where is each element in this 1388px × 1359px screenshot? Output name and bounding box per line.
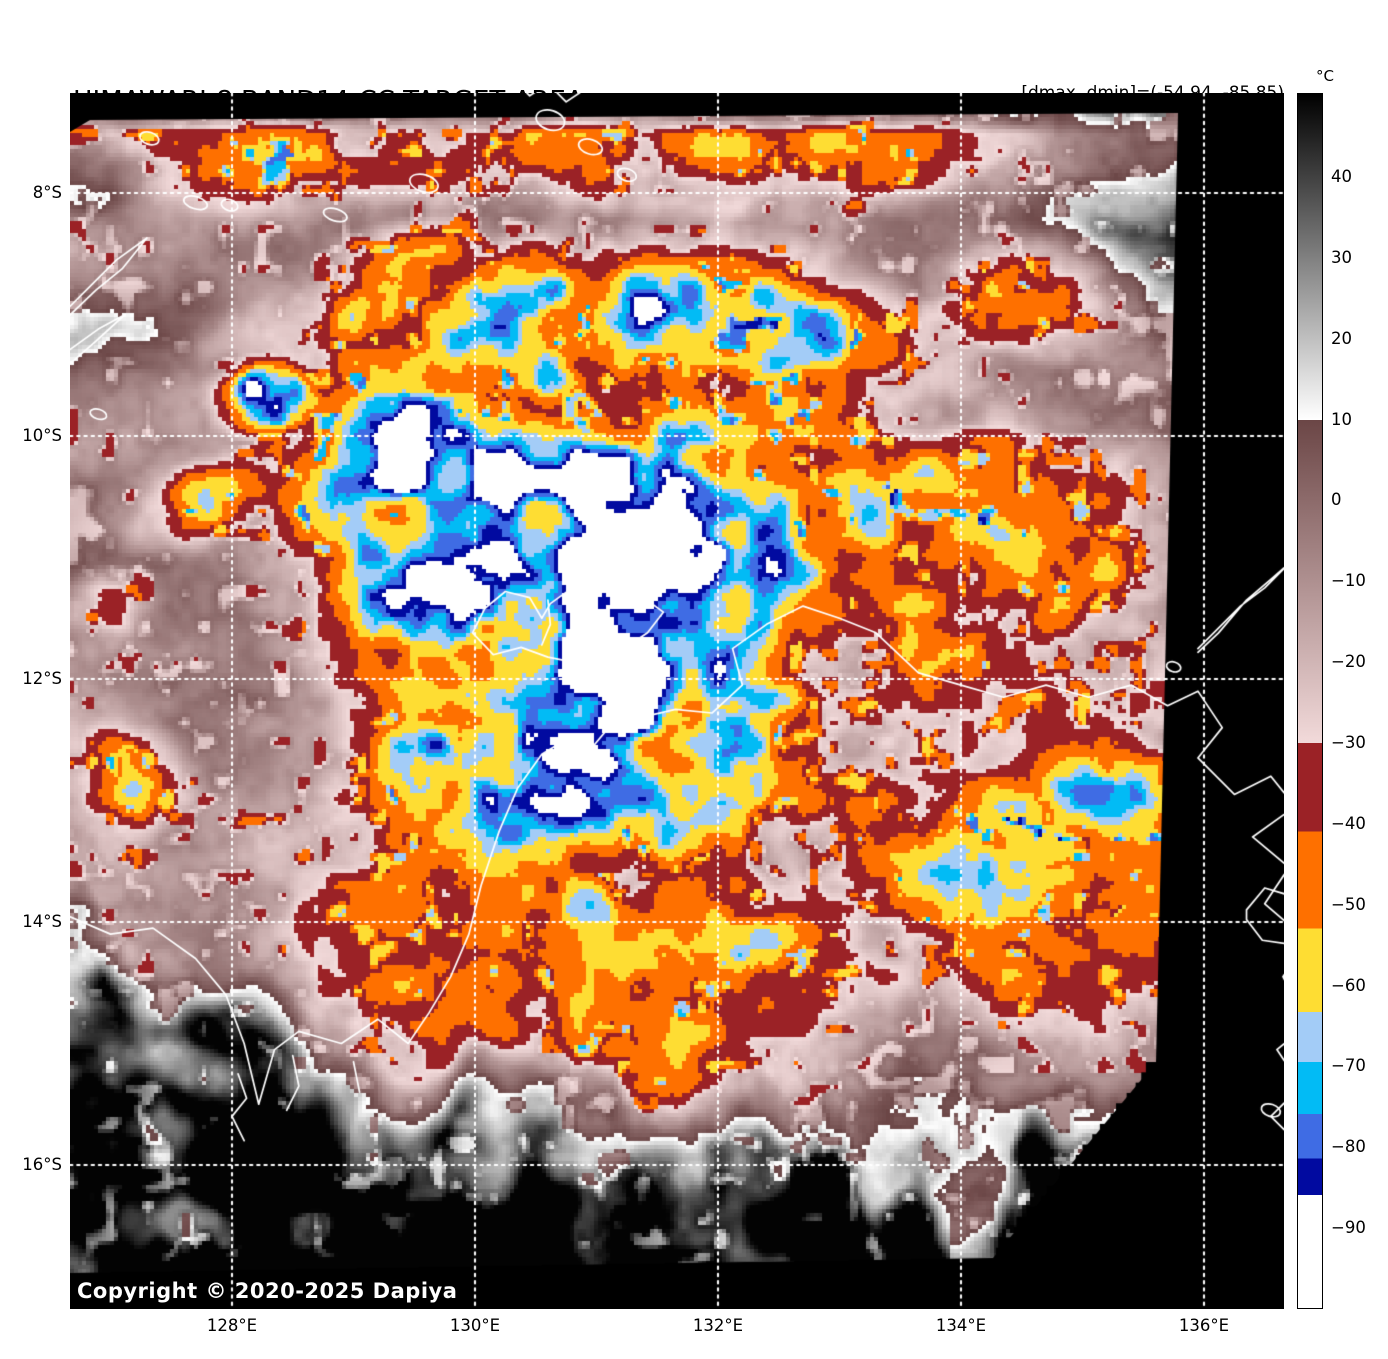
lat-tick-label: 10°S bbox=[22, 426, 62, 445]
lat-tick-label: 14°S bbox=[22, 912, 62, 931]
lon-tick-label: 128°E bbox=[206, 1316, 258, 1335]
colorbar-tick-label: 40 bbox=[1331, 167, 1352, 187]
colorbar-tick-label: −20 bbox=[1331, 652, 1366, 672]
lon-tick-label: 130°E bbox=[449, 1316, 501, 1335]
colorbar-tick-label: 0 bbox=[1331, 490, 1342, 510]
copyright-label: Copyright © 2020-2025 Dapiya bbox=[77, 1279, 458, 1303]
lat-tick-label: 16°S bbox=[22, 1155, 62, 1174]
satellite-map-canvas bbox=[70, 93, 1284, 1309]
colorbar-tick-label: 30 bbox=[1331, 247, 1352, 267]
lon-tick-label: 134°E bbox=[935, 1316, 987, 1335]
colorbar-tick-label: −60 bbox=[1331, 975, 1366, 995]
colorbar bbox=[1297, 93, 1323, 1309]
lon-tick-label: 132°E bbox=[692, 1316, 744, 1335]
colorbar-tick-label: 10 bbox=[1331, 409, 1352, 429]
colorbar-tick-label: −90 bbox=[1331, 1218, 1366, 1238]
colorbar-tick-label: −80 bbox=[1331, 1137, 1366, 1157]
colorbar-tick-label: −70 bbox=[1331, 1056, 1366, 1076]
colorbar-tick-label: −30 bbox=[1331, 733, 1366, 753]
colorbar-tick-label: −10 bbox=[1331, 571, 1366, 591]
colorbar-unit-label: °C bbox=[1316, 67, 1334, 85]
colorbar-tick-label: −50 bbox=[1331, 894, 1366, 914]
lat-tick-label: 8°S bbox=[32, 183, 62, 202]
colorbar-tick-label: 20 bbox=[1331, 328, 1352, 348]
lon-tick-label: 136°E bbox=[1178, 1316, 1230, 1335]
colorbar-tick-label: −40 bbox=[1331, 813, 1366, 833]
lat-tick-label: 12°S bbox=[22, 669, 62, 688]
